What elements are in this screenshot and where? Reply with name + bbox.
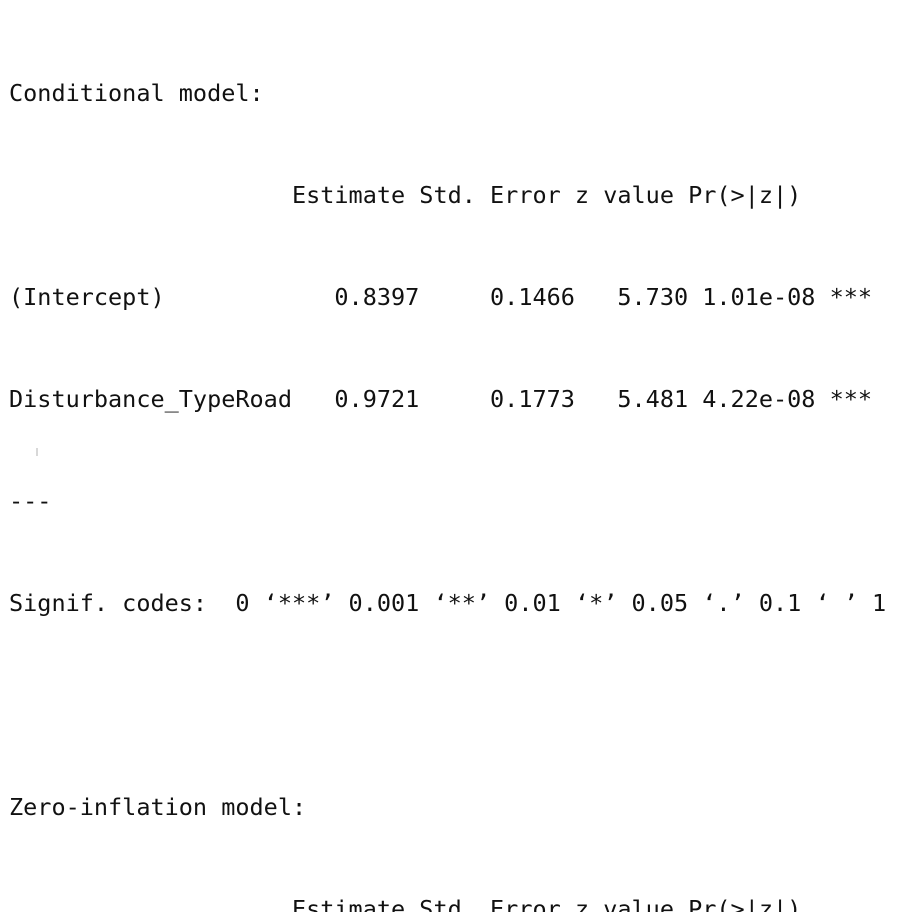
separator-conditional: --- bbox=[9, 487, 52, 515]
section-heading-zero-inflation: Zero-inflation model: bbox=[9, 793, 307, 821]
blank-line bbox=[9, 688, 886, 722]
signif-codes-conditional: Signif. codes: 0 ‘***’ 0.001 ‘**’ 0.01 ‘… bbox=[9, 589, 887, 617]
text-cursor-mark bbox=[36, 448, 38, 456]
section-heading-conditional: Conditional model: bbox=[9, 79, 264, 107]
table-header-zero-inflation: Estimate Std. Error z value Pr(>|z|) bbox=[9, 895, 802, 912]
console-output: Conditional model: Estimate Std. Error z… bbox=[9, 8, 886, 912]
table-row-conditional-disturbance: Disturbance_TypeRoad 0.9721 0.1773 5.481… bbox=[9, 385, 873, 413]
table-header-conditional: Estimate Std. Error z value Pr(>|z|) bbox=[9, 181, 802, 209]
table-row-conditional-intercept: (Intercept) 0.8397 0.1466 5.730 1.01e-08… bbox=[9, 283, 873, 311]
